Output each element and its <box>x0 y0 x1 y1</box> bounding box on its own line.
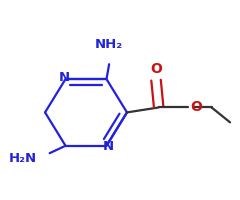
Text: O: O <box>190 100 202 114</box>
Text: NH₂: NH₂ <box>95 38 123 51</box>
Text: O: O <box>150 62 162 76</box>
Text: H₂N: H₂N <box>8 152 36 165</box>
Text: N: N <box>102 140 113 153</box>
Text: N: N <box>59 71 70 84</box>
